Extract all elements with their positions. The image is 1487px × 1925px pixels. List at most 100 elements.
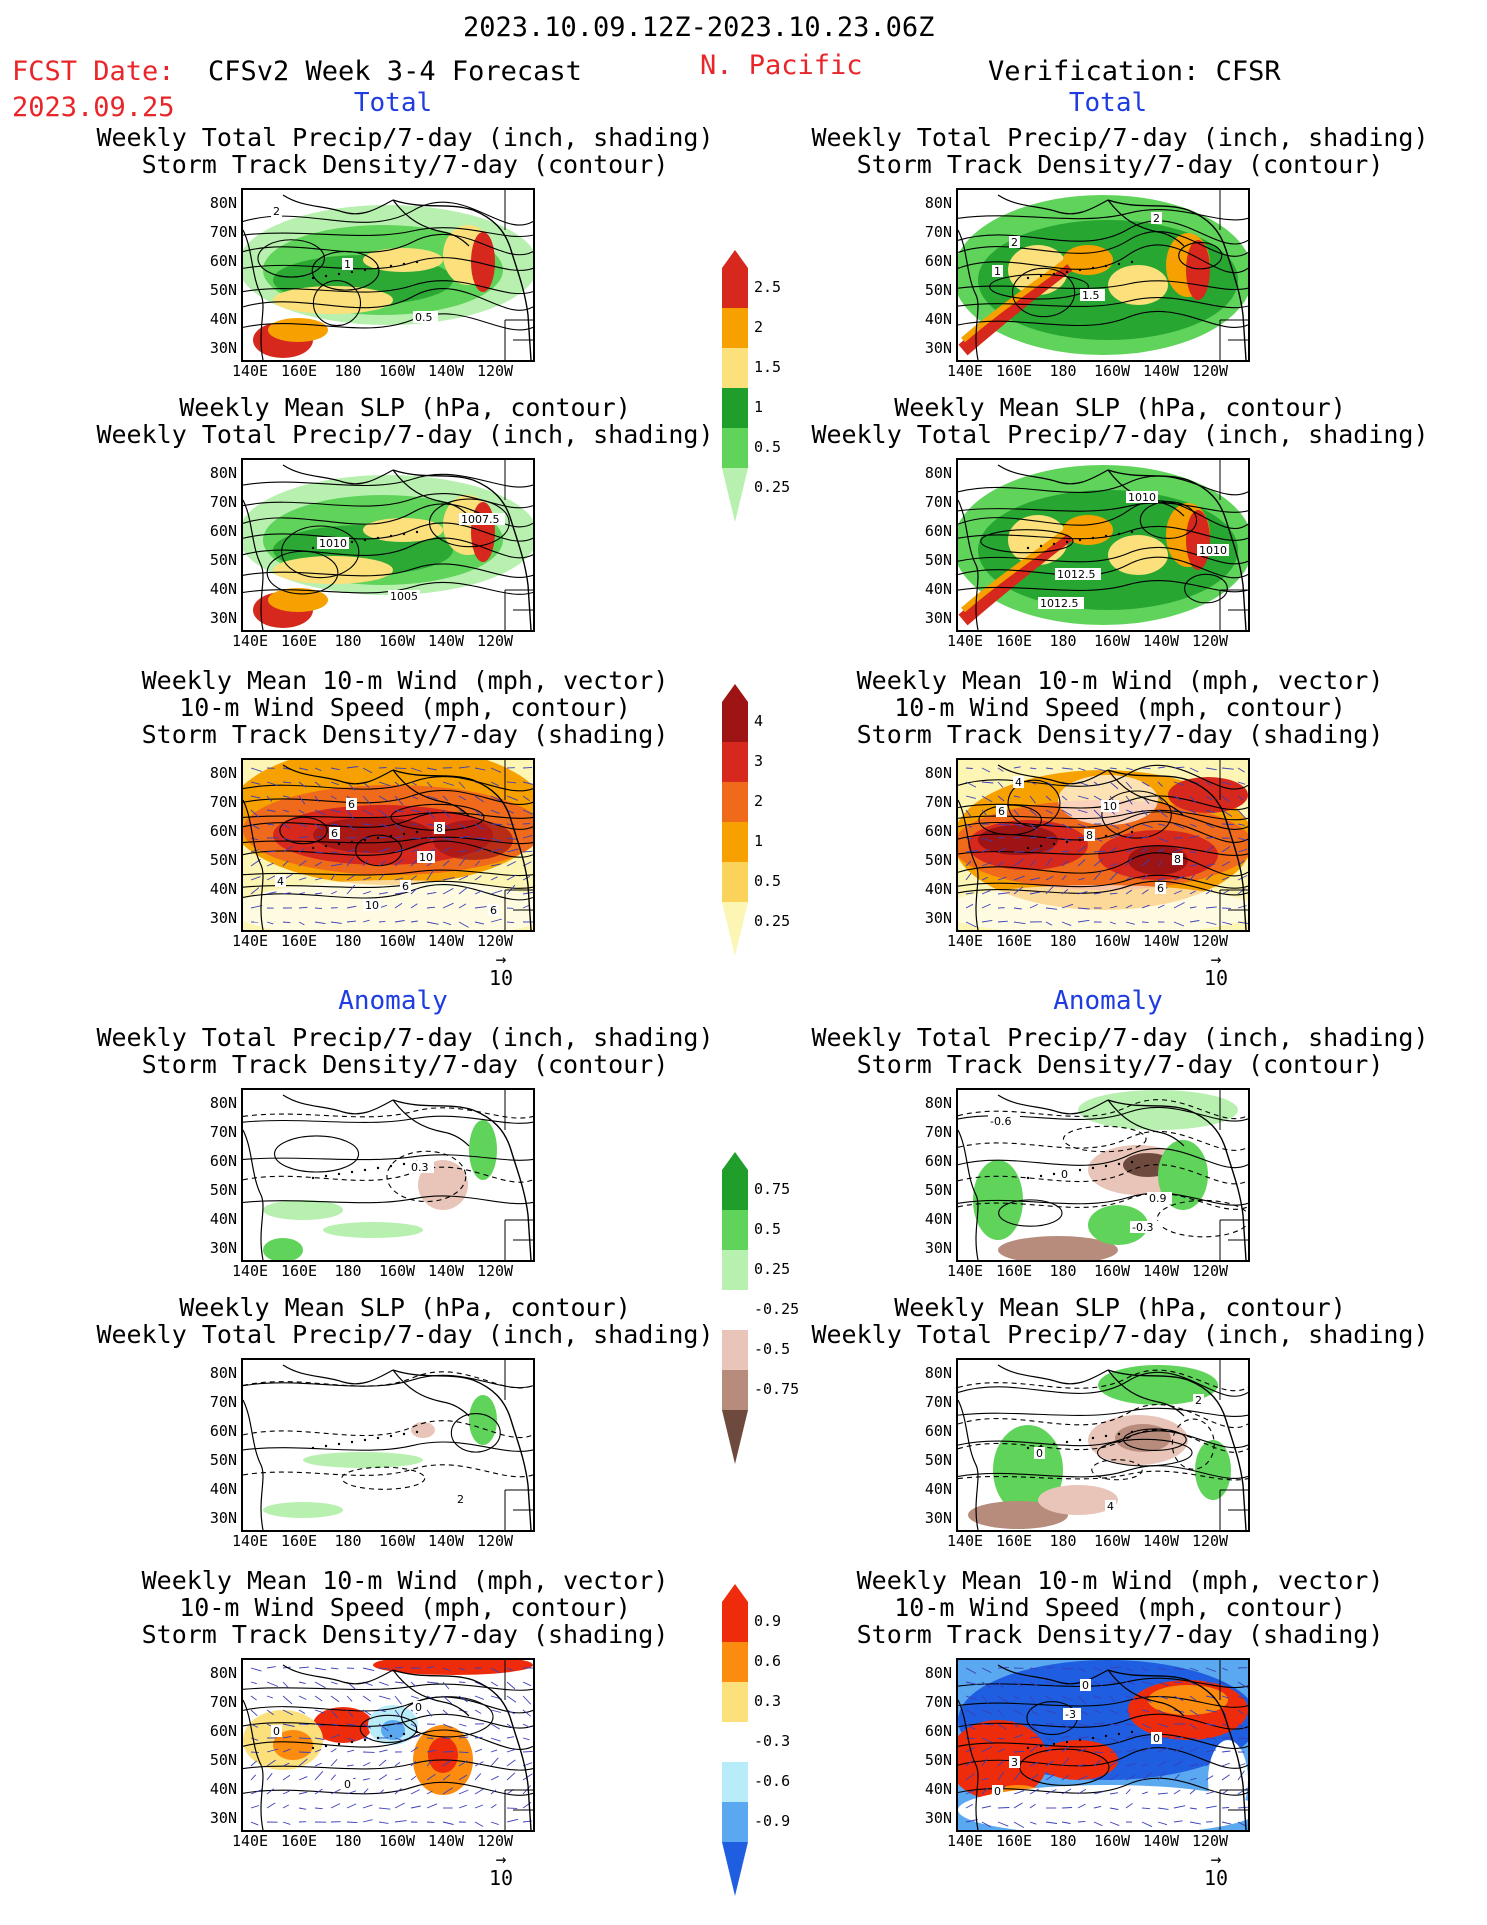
wind-vector [330, 1709, 338, 1718]
wind-vector [298, 921, 305, 926]
wind-vector [250, 1695, 257, 1701]
wind-vector [1029, 1736, 1040, 1739]
contour-line [958, 297, 1248, 309]
wind-vector [1237, 1806, 1248, 1809]
wind-vector [1221, 1695, 1229, 1699]
island-marker [363, 268, 367, 272]
lon-tick-label: 160E [280, 932, 318, 950]
wind-vector [314, 907, 323, 910]
panel-title-line: Weekly Total Precip/7-day (inch, shading… [811, 123, 1429, 152]
lon-tick-label: 120W [1191, 932, 1229, 950]
wind-vector [1157, 1771, 1166, 1781]
wind-vector [266, 781, 278, 787]
lat-tick-label: 80N [924, 1364, 952, 1382]
wind-vector [362, 860, 368, 867]
wind-vector [1189, 809, 1197, 815]
contour-label-bg [434, 822, 445, 834]
lat-tick-label: 70N [209, 1693, 237, 1711]
lat-tick-label: 30N [924, 1239, 952, 1257]
lat-tick-label: 30N [209, 1509, 237, 1527]
wind-vector [1237, 1737, 1248, 1740]
wind-vector [1189, 835, 1200, 839]
colorbar-segment [722, 742, 748, 782]
wind-vector [314, 809, 326, 816]
wind-vector [282, 1821, 291, 1825]
wind-vector [1109, 1821, 1120, 1827]
wind-vector [965, 781, 977, 788]
wind-vector [965, 873, 972, 881]
wind-vector [1045, 857, 1053, 867]
wind-vector [1093, 1751, 1104, 1754]
contour-line [312, 280, 362, 327]
island-marker [1026, 1746, 1030, 1750]
wind-vector [1077, 845, 1087, 853]
contour-line [958, 874, 1248, 889]
map-panel: 10 8 4 6 10 6 6 6 [241, 758, 535, 932]
lat-tick-label: 40N [209, 580, 237, 598]
wind-vector [522, 1695, 532, 1705]
wind-vector [250, 1667, 262, 1672]
contour-line [998, 1199, 1063, 1227]
wind-vector [314, 1737, 325, 1741]
wind-vector [298, 1737, 311, 1740]
lat-tick-label: 80N [209, 1364, 237, 1382]
wind-vector [1125, 767, 1133, 771]
contour-label-bg [1034, 1447, 1045, 1459]
panel-title-line: Storm Track Density/7-day (shading) [856, 720, 1384, 749]
contour-label-bg [1013, 776, 1024, 788]
wind-vector [346, 920, 356, 923]
wind-vector [282, 1709, 294, 1716]
island-marker [311, 1746, 315, 1750]
wind-vector [378, 847, 391, 853]
contour-label-bg [271, 205, 282, 217]
lat-tick-label: 40N [209, 1780, 237, 1798]
wind-vector [410, 1723, 417, 1728]
wind-vector [1189, 823, 1197, 828]
fcst-date-value: 2023.09.25 [12, 92, 175, 123]
wind-vector [1061, 1757, 1069, 1767]
wind-vector [426, 1681, 439, 1684]
island-marker [415, 1730, 419, 1734]
wind-vector [965, 850, 978, 853]
wind-vector [282, 1695, 293, 1705]
wind-vector [1045, 1695, 1053, 1701]
vector-reference-arrow: → [1210, 949, 1222, 970]
lon-tick-label: 120W [476, 1832, 514, 1850]
wind-vector [378, 767, 387, 769]
island-marker [1117, 532, 1121, 536]
lat-tick-label: 70N [209, 1123, 237, 1141]
panel-title-line: Storm Track Density/7-day (contour) [856, 1050, 1384, 1079]
wind-vector [1141, 1821, 1153, 1828]
colorbar-label: 0.25 [754, 478, 791, 496]
wind-vector [1029, 903, 1038, 909]
lat-tick-label: 30N [209, 1809, 237, 1827]
island-marker [389, 834, 393, 838]
island-marker [1065, 1740, 1069, 1744]
wind-vector [266, 809, 276, 812]
wind-vector [250, 1821, 259, 1826]
wind-vector [1189, 864, 1198, 867]
colorbar-label: 2 [754, 318, 764, 336]
wind-vector [1045, 847, 1054, 853]
wind-vector [426, 1760, 433, 1767]
wind-vector [362, 795, 372, 805]
lon-tick-label: 120W [476, 1262, 514, 1280]
panel-title: Weekly Total Precip/7-day (inch, shading… [85, 1024, 725, 1078]
wind-vector [1221, 1750, 1231, 1753]
wind-vector [330, 921, 342, 924]
lon-tick-label: 120W [476, 362, 514, 380]
wind-vector [250, 1737, 259, 1741]
shading-area [978, 825, 1058, 855]
wind-vector [1125, 1763, 1136, 1767]
island-marker [1026, 546, 1030, 550]
shading-area [1115, 1424, 1171, 1452]
wind-vector [330, 1667, 339, 1670]
model-title: CFSv2 Week 3-4 Forecast [208, 56, 582, 87]
lon-tick-label: 160E [280, 362, 318, 380]
wind-vector [1093, 809, 1103, 819]
wind-vector [965, 903, 974, 909]
lat-tick-label: 60N [924, 1422, 952, 1440]
wind-vector [474, 860, 481, 867]
wind-vector [522, 1709, 532, 1717]
wind-vector [490, 1749, 498, 1753]
